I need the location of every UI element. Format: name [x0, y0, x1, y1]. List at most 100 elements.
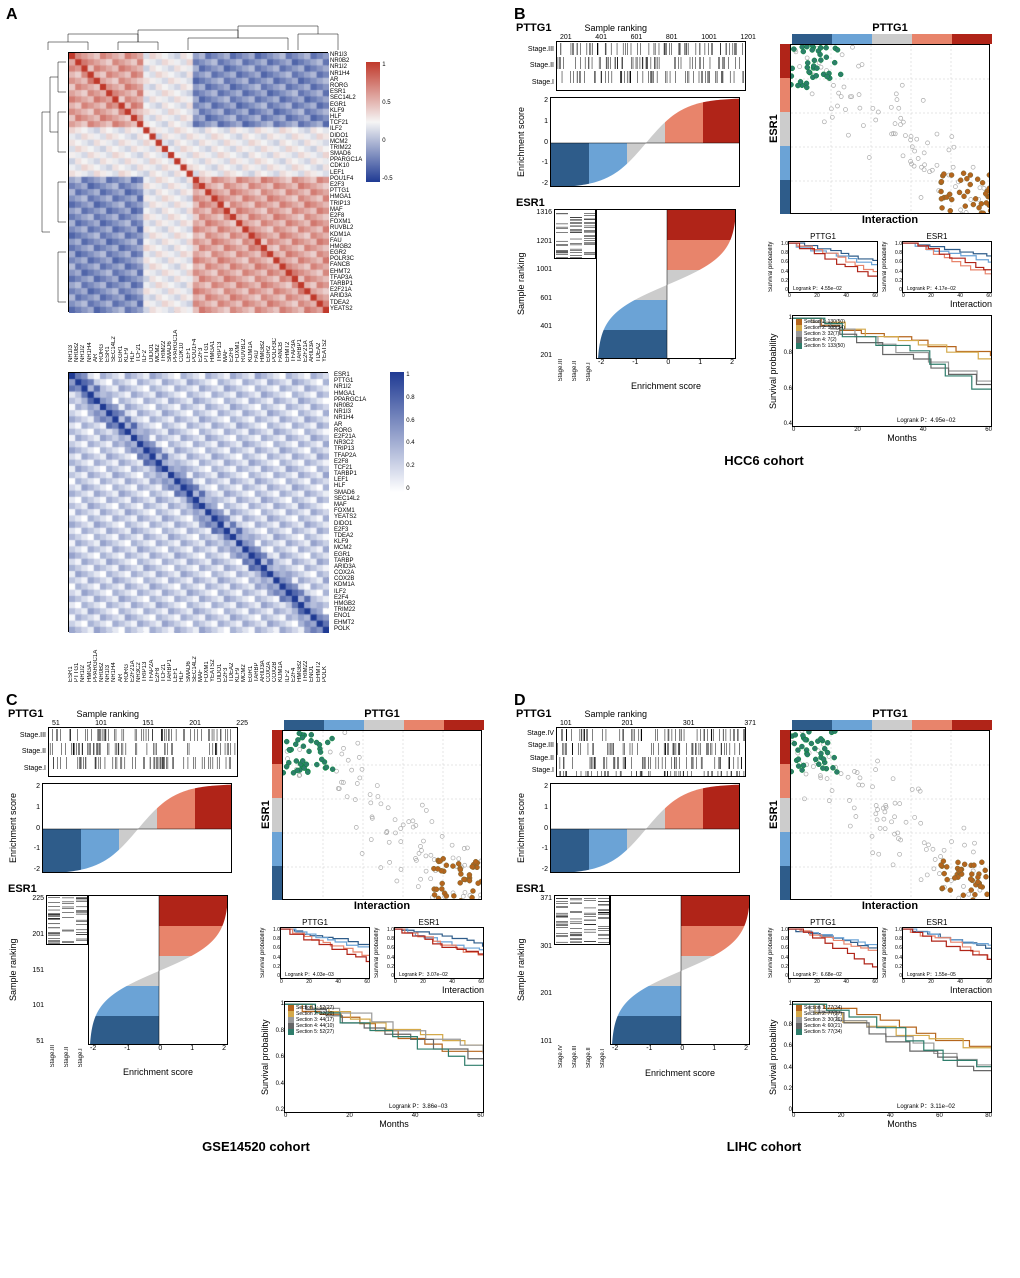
gene-label: E2F21A — [334, 434, 366, 440]
gene-label: POU1F4 — [192, 312, 198, 362]
gene-label: TARBP1 — [330, 281, 362, 287]
survival-interaction: Survival probability 10.80.60.4 Logrank … — [768, 315, 1012, 449]
gene-label: AR — [93, 312, 99, 362]
surv-int-legend: Section 1: 130(50)Section 2: 108(34)Sect… — [796, 319, 876, 349]
gene-label: TDEA2 — [316, 312, 322, 362]
gene-label: YEATS2 — [334, 514, 366, 520]
logrank-text: Logrank P：6.68e−02 — [793, 972, 842, 978]
gene-label: ARID3A — [334, 564, 366, 570]
gene-label: PTTG1 — [330, 188, 362, 194]
gene-label: YEATS2 — [210, 632, 216, 682]
cohort-label: GSE14520 cohort — [8, 1139, 504, 1154]
gene-label: HMGA1 — [330, 194, 362, 200]
pttg1-enrichment — [550, 783, 740, 873]
gene-label: PPARGC1A — [334, 397, 366, 403]
gene-label: RUVBL2 — [330, 225, 362, 231]
gene-label: SEC14L2 — [334, 496, 366, 502]
gene-label: MCM2 — [241, 632, 247, 682]
gene-label: TFAP2A — [334, 453, 366, 459]
gene-label: TCF21 — [161, 632, 167, 682]
esr1-stage-xlabels: Stage.IIIStage.IIStage.I — [554, 359, 596, 381]
gene-label: TDEA2 — [330, 300, 362, 306]
gene-label: E2F3 — [330, 182, 362, 188]
gene-label: ILF2 — [142, 312, 148, 362]
surv-small-title: ESR1 — [882, 918, 992, 927]
gene-label: EHMT2 — [334, 620, 366, 626]
gene-label: TCF21 — [330, 120, 362, 126]
gene-label: FOXM1 — [334, 508, 366, 514]
gene-label: HMGB2 — [334, 601, 366, 607]
pttg1-scatter-title: PTTG1 — [768, 708, 1012, 720]
pttg1-color-strip — [284, 720, 484, 730]
surv-small-plot: Logrank P：4.03e−03 — [280, 927, 370, 979]
esr1-enrichment-xticks: -2-1012 — [596, 359, 736, 381]
gene-label: KLF9 — [334, 539, 366, 545]
gene-label: LEF1 — [334, 477, 366, 483]
gene-label: HLF — [334, 483, 366, 489]
surv-ylabel: Survival probability — [882, 241, 890, 293]
gene-label: NR3C2 — [334, 440, 366, 446]
survival-small: PTTG1 Survival probability 1.00.80.60.40… — [768, 918, 878, 985]
gene-label: TRIM22 — [330, 145, 362, 151]
esr1-enrichment — [610, 895, 750, 1045]
gene-label: NR1I2 — [80, 632, 86, 682]
gene-label: DIDO1 — [330, 133, 362, 139]
survival-small: ESR1 Survival probability 1.00.80.60.40.… — [374, 918, 484, 985]
esr1-enrichment — [596, 209, 736, 359]
gene-label: SEC14L2 — [330, 95, 362, 101]
esr1-yticks: 371301201101 — [530, 895, 554, 1045]
surv-small-title: PTTG1 — [768, 232, 878, 241]
interaction-sublabel: Interaction — [768, 299, 1012, 309]
gene-label: E2F3 — [223, 632, 229, 682]
gene-label: NR0B2 — [334, 403, 366, 409]
gene-label: TRIP13 — [217, 312, 223, 362]
panel-label: B — [514, 6, 526, 24]
surv-small-plot: Logrank P：4.55e−02 — [788, 241, 878, 293]
heatmap-bottom-ylabels: ESR1PTTG1NR1I2HMGA1PPARGC1ANR0B2NR1I3NR1… — [332, 372, 366, 632]
stage-labels: Stage.IVStage.IIIStage.IIStage.I — [516, 727, 556, 777]
gene-label: MAF — [330, 207, 362, 213]
gene-label: FAU — [330, 238, 362, 244]
gene-label: HLF — [179, 632, 185, 682]
gene-label: HLF — [330, 114, 362, 120]
gene-label: KDM1A — [334, 582, 366, 588]
gene-label: DIDO1 — [217, 632, 223, 682]
enrichment-yticks: 210-1-2 — [530, 783, 550, 873]
gene-label: TARBP1 — [334, 471, 366, 477]
gene-label: E2F8 — [155, 632, 161, 682]
esr1-yticks: 22520115110151 — [22, 895, 46, 1045]
esr1-scatter-ylabel: ESR1 — [768, 730, 780, 900]
gene-label: RORG — [330, 83, 362, 89]
surv-small-title: ESR1 — [882, 232, 992, 241]
gene-label: FANCB — [330, 262, 362, 268]
gene-label: E2F4 — [334, 595, 366, 601]
sample-ranking-ylabel: Sample ranking — [516, 895, 530, 1045]
left-col: PTTG1 Sample ranking 2014016018011001120… — [516, 22, 760, 449]
gene-label: EHMT2 — [285, 312, 291, 362]
surv-ylabel: Survival probability — [882, 927, 890, 979]
gene-label: TARBP — [334, 558, 366, 564]
pttg1-stage-strip — [556, 41, 746, 91]
right-col: PTTG1 ESR1 Interaction PTTG1 Survival pr… — [260, 708, 504, 1135]
stage-labels: Stage.IIIStage.IIStage.I — [516, 41, 556, 91]
gene-label: NR1I3 — [330, 52, 362, 58]
gene-label: NR1I3 — [334, 409, 366, 415]
gene-label: SMAD6 — [330, 151, 362, 157]
interaction-sublabel: Interaction — [260, 985, 504, 995]
gene-label: KLF9 — [330, 108, 362, 114]
gene-label: TRIP13 — [330, 201, 362, 207]
gene-label: NR1H4 — [334, 415, 366, 421]
panel-a: A NR1I3NR0B2 — [8, 8, 504, 682]
surv-small-title: PTTG1 — [768, 918, 878, 927]
surv-small-plot: Logrank P：1.55e−05 — [902, 927, 992, 979]
heatmap-top-wrap: NR1I3NR0B2NR1I2NR1H4ARRORGESR1SEC14L2EGR… — [38, 22, 504, 362]
gene-label: DIDO1 — [334, 521, 366, 527]
gene-label: NR1I2 — [330, 64, 362, 70]
cohort-label: LIHC cohort — [516, 1139, 1012, 1154]
right-col: PTTG1 ESR1 Interaction PTTG1 Survival pr… — [768, 22, 1012, 449]
surv-ylabel: Survival probability — [374, 927, 382, 979]
survival-small: ESR1 Survival probability 1.00.80.60.40.… — [882, 232, 992, 299]
gene-label: TFAP2A — [149, 632, 155, 682]
surv-ylabel: Survival probability — [260, 927, 268, 979]
enrichment-ylabel: Enrichment score — [8, 783, 22, 873]
